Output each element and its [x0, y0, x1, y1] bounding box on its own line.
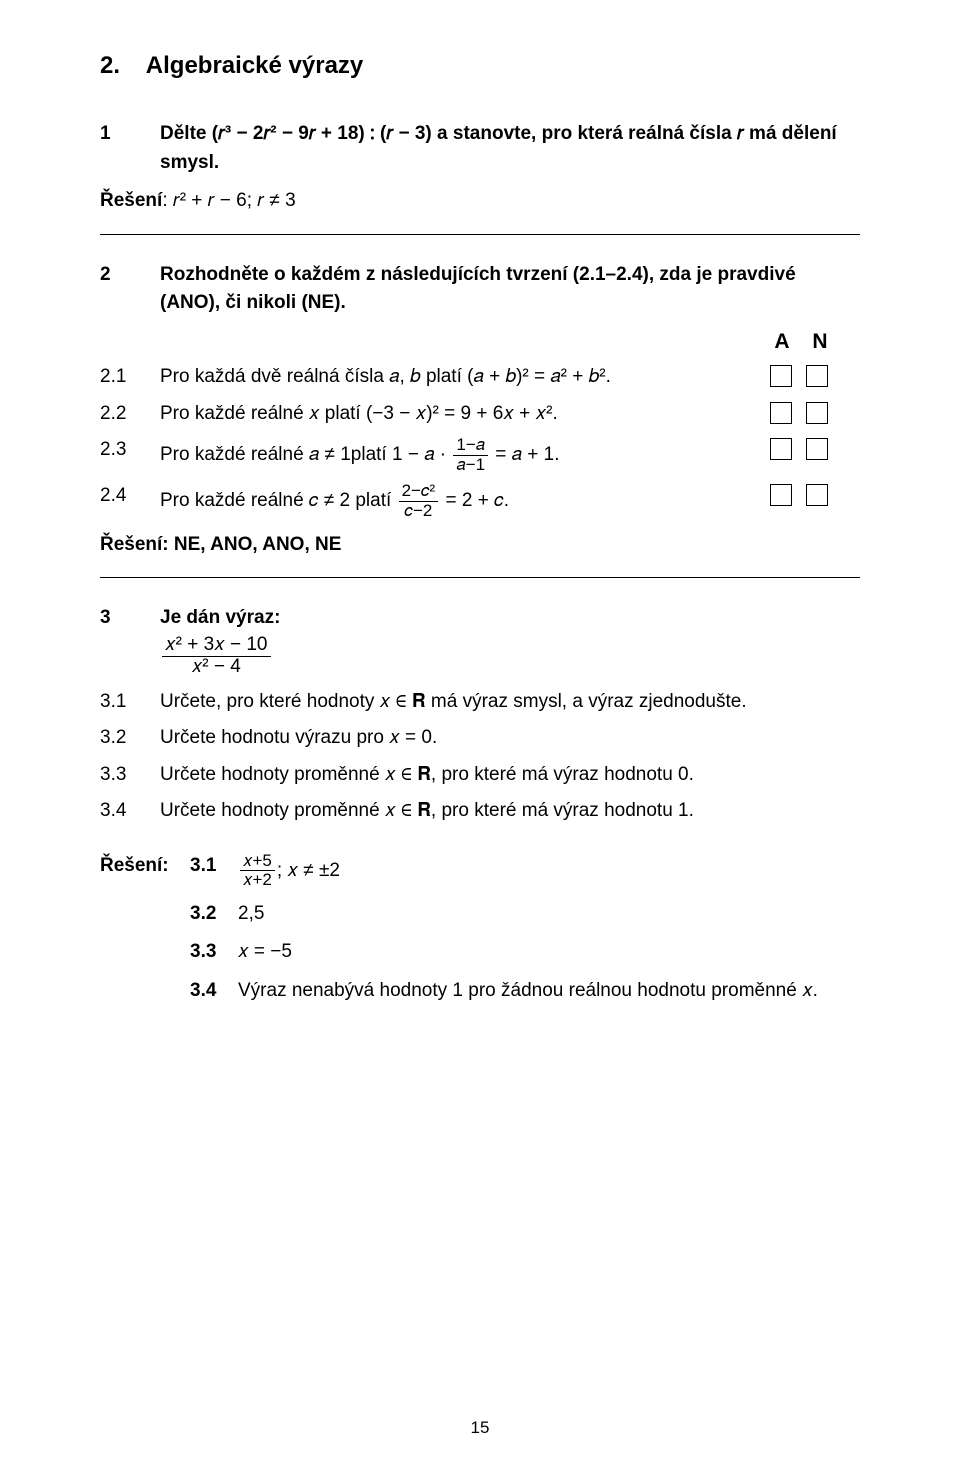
- divider: [100, 234, 860, 235]
- answer-num: 3.2: [190, 900, 238, 929]
- checkbox-group: [770, 482, 860, 506]
- col-a: A: [770, 326, 794, 358]
- problem-2: 2 Rozhodněte o každém z následujících tv…: [100, 261, 860, 318]
- checkbox-group: [770, 436, 860, 460]
- checkbox-a[interactable]: [770, 438, 792, 460]
- item-text: Pro každé reálné 𝑥 platí (−3 − 𝑥)² = 9 +…: [160, 400, 770, 429]
- frac-den: 𝑐−2: [399, 501, 439, 521]
- item-number: 3.4: [100, 797, 160, 826]
- answer-3-2: 3.2 2,5: [190, 900, 860, 929]
- p1-lead: Dělte: [160, 123, 212, 144]
- item-number: 3.1: [100, 688, 160, 717]
- frac-num: 1−𝑎: [453, 436, 488, 455]
- item-2-1: 2.1 Pro každá dvě reálná čísla 𝑎, 𝑏 plat…: [100, 363, 860, 392]
- page-number: 15: [0, 1415, 960, 1441]
- fraction: 1−𝑎𝑎−1: [453, 436, 488, 474]
- item-number: 2.1: [100, 363, 160, 392]
- an-header-labels: A N: [770, 326, 860, 358]
- pre: Pro každé reálné 𝑐 ≠ 2 platí: [160, 491, 397, 512]
- item-number: 2.2: [100, 400, 160, 429]
- solution-label: Řešení: [100, 190, 162, 211]
- answer-val: 2,5: [238, 900, 860, 929]
- item-text: Pro každé reálné 𝑐 ≠ 2 platí 2−𝑐²𝑐−2 = 2…: [160, 482, 770, 520]
- answer-3-4: 3.4 Výraz nenabývá hodnoty 1 pro žádnou …: [190, 977, 860, 1006]
- item-2-2: 2.2 Pro každé reálné 𝑥 platí (−3 − 𝑥)² =…: [100, 400, 860, 429]
- answer-3-1: 3.1 𝑥+5𝑥+2; 𝑥 ≠ ±2: [190, 852, 860, 890]
- item-2-4: 2.4 Pro každé reálné 𝑐 ≠ 2 platí 2−𝑐²𝑐−2…: [100, 482, 860, 520]
- solution-3: Řešení: 3.1 𝑥+5𝑥+2; 𝑥 ≠ ±2 3.2 2,5 3.3 𝑥…: [100, 852, 860, 1016]
- item-2-3: 2.3 Pro každé reálné 𝑎 ≠ 1platí 1 − 𝑎 · …: [100, 436, 860, 474]
- post: ; 𝑥 ≠ ±2: [277, 860, 340, 881]
- item-text: Pro každé reálné 𝑎 ≠ 1platí 1 − 𝑎 · 1−𝑎𝑎…: [160, 436, 770, 474]
- frac-num: 𝑥+5: [240, 852, 275, 871]
- spacer: [100, 834, 860, 848]
- solution-expr: : 𝑟² + 𝑟 − 6; 𝑟 ≠ 3: [162, 190, 295, 211]
- frac-num: 2−𝑐²: [399, 482, 439, 501]
- checkbox-n[interactable]: [806, 402, 828, 424]
- item-text: Určete hodnoty proměnné 𝑥 ∈ 𝐑, pro které…: [160, 797, 860, 826]
- frac-den: 𝑎−1: [453, 455, 488, 475]
- frac-den: 𝑥+2: [240, 870, 275, 890]
- checkbox-n[interactable]: [806, 484, 828, 506]
- page: 2. Algebraické výrazy 1 Dělte (𝑟³ − 2𝑟² …: [0, 0, 960, 1470]
- item-3-4: 3.4 Určete hodnoty proměnné 𝑥 ∈ 𝐑, pro k…: [100, 797, 860, 826]
- answer-num: 3.1: [190, 852, 238, 890]
- checkbox-a[interactable]: [770, 402, 792, 424]
- solution-1: Řešení: 𝑟² + 𝑟 − 6; 𝑟 ≠ 3: [100, 187, 860, 216]
- problem-3-expression: 𝑥² + 3𝑥 − 10 𝑥² − 4: [160, 635, 860, 678]
- problem-number: 2: [100, 261, 160, 318]
- problem-1: 1 Dělte (𝑟³ − 2𝑟² − 9𝑟 + 18) ∶ (𝑟 − 3) a…: [100, 120, 860, 177]
- fraction: 𝑥+5𝑥+2: [240, 852, 275, 890]
- pre: Pro každé reálné 𝑎 ≠ 1platí 1 − 𝑎 ·: [160, 444, 451, 465]
- checkbox-a[interactable]: [770, 484, 792, 506]
- p1-expr: (𝑟³ − 2𝑟² − 9𝑟 + 18) ∶ (𝑟 − 3): [212, 123, 432, 144]
- answer-val: 𝑥+5𝑥+2; 𝑥 ≠ ±2: [238, 852, 860, 890]
- col-n: N: [808, 326, 832, 358]
- answer-num: 3.3: [190, 938, 238, 967]
- answer-3-3: 3.3 𝑥 = −5: [190, 938, 860, 967]
- post: = 2 + 𝑐.: [440, 491, 509, 512]
- answer-val: 𝑥 = −5: [238, 938, 860, 967]
- item-3-3: 3.3 Určete hodnoty proměnné 𝑥 ∈ 𝐑, pro k…: [100, 761, 860, 790]
- fraction: 2−𝑐²𝑐−2: [399, 482, 439, 520]
- section-heading: 2. Algebraické výrazy: [100, 48, 860, 84]
- item-number: 3.2: [100, 724, 160, 753]
- problem-number: 1: [100, 120, 160, 177]
- fraction: 𝑥² + 3𝑥 − 10 𝑥² − 4: [162, 635, 271, 678]
- answer-val: Výraz nenabývá hodnoty 1 pro žádnou reál…: [238, 977, 860, 1006]
- checkbox-n[interactable]: [806, 438, 828, 460]
- problem-3: 3 Je dán výraz:: [100, 604, 860, 633]
- item-number: 2.3: [100, 436, 160, 465]
- solution-2: Řešení: NE, ANO, ANO, NE: [100, 531, 860, 560]
- problem-body: Rozhodněte o každém z následujících tvrz…: [160, 261, 860, 318]
- checkbox-n[interactable]: [806, 365, 828, 387]
- an-header: A N: [100, 326, 860, 358]
- item-3-1: 3.1 Určete, pro které hodnoty 𝑥 ∈ 𝐑 má v…: [100, 688, 860, 717]
- post: = 𝑎 + 1.: [490, 444, 559, 465]
- item-number: 2.4: [100, 482, 160, 511]
- divider: [100, 577, 860, 578]
- heading-text: Algebraické výrazy: [146, 52, 363, 79]
- frac-num: 𝑥² + 3𝑥 − 10: [162, 635, 271, 656]
- solution-answers: 3.1 𝑥+5𝑥+2; 𝑥 ≠ ±2 3.2 2,5 3.3 𝑥 = −5 3.…: [190, 852, 860, 1016]
- problem-body: Je dán výraz:: [160, 604, 860, 633]
- frac-den: 𝑥² − 4: [162, 656, 271, 678]
- checkbox-group: [770, 400, 860, 424]
- spacer: [100, 326, 770, 358]
- answer-num: 3.4: [190, 977, 238, 1006]
- item-number: 3.3: [100, 761, 160, 790]
- problem-number: 3: [100, 604, 160, 633]
- problem-body: Dělte (𝑟³ − 2𝑟² − 9𝑟 + 18) ∶ (𝑟 − 3) a s…: [160, 120, 860, 177]
- heading-number: 2.: [100, 52, 120, 79]
- item-text: Určete, pro které hodnoty 𝑥 ∈ 𝐑 má výraz…: [160, 688, 860, 717]
- item-3-2: 3.2 Určete hodnotu výrazu pro 𝑥 = 0.: [100, 724, 860, 753]
- item-text: Určete hodnotu výrazu pro 𝑥 = 0.: [160, 724, 860, 753]
- checkbox-a[interactable]: [770, 365, 792, 387]
- item-text: Pro každá dvě reálná čísla 𝑎, 𝑏 platí (𝑎…: [160, 363, 770, 392]
- item-text: Určete hodnoty proměnné 𝑥 ∈ 𝐑, pro které…: [160, 761, 860, 790]
- solution-label: Řešení:: [100, 852, 190, 1016]
- checkbox-group: [770, 363, 860, 387]
